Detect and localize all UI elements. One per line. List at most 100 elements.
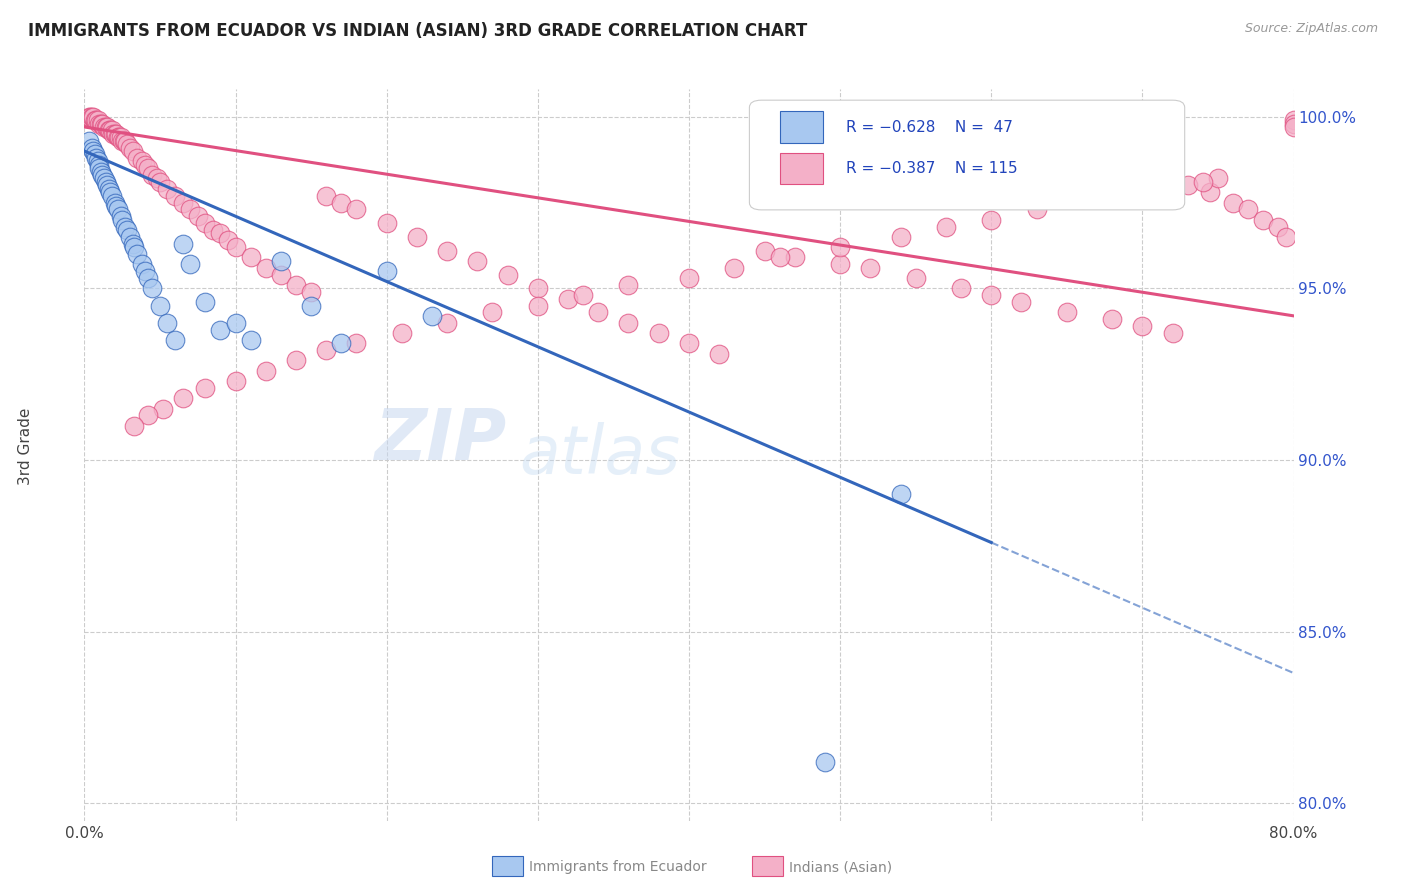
Point — [86, 113, 108, 128]
Point — [239, 333, 262, 347]
Point — [111, 134, 134, 148]
Point — [141, 281, 163, 295]
Point — [209, 322, 232, 336]
Text: 3rd Grade: 3rd Grade — [18, 408, 32, 484]
Point — [93, 171, 115, 186]
Point — [82, 144, 104, 158]
Point — [1275, 230, 1298, 244]
Point — [82, 110, 104, 124]
Point — [1010, 295, 1032, 310]
Point — [136, 161, 159, 176]
Text: R = −0.628    N =  47: R = −0.628 N = 47 — [846, 120, 1012, 136]
Point — [115, 223, 138, 237]
Point — [1206, 171, 1229, 186]
Point — [110, 130, 132, 145]
Point — [436, 244, 458, 258]
Point — [89, 161, 111, 176]
Point — [254, 260, 277, 275]
Point — [814, 756, 837, 770]
Point — [1282, 120, 1305, 134]
Point — [79, 110, 101, 124]
Point — [84, 147, 107, 161]
Point — [172, 391, 194, 405]
Text: IMMIGRANTS FROM ECUADOR VS INDIAN (ASIAN) 3RD GRADE CORRELATION CHART: IMMIGRANTS FROM ECUADOR VS INDIAN (ASIAN… — [28, 22, 807, 40]
Point — [225, 374, 247, 388]
Point — [830, 240, 852, 254]
Point — [98, 185, 121, 199]
Point — [134, 264, 156, 278]
Point — [146, 171, 169, 186]
Point — [96, 120, 118, 134]
Point — [617, 316, 640, 330]
Point — [1282, 116, 1305, 130]
Point — [391, 326, 413, 340]
Point — [420, 309, 443, 323]
Point — [526, 299, 548, 313]
Point — [315, 343, 337, 358]
Bar — [780, 153, 823, 185]
Point — [225, 240, 247, 254]
Point — [127, 151, 149, 165]
Point — [93, 120, 115, 134]
Point — [96, 178, 118, 193]
Point — [107, 130, 129, 145]
Point — [1101, 312, 1123, 326]
Point — [1025, 202, 1047, 217]
Point — [105, 199, 128, 213]
Point — [209, 227, 232, 241]
Point — [330, 336, 353, 351]
Point — [172, 195, 194, 210]
Point — [91, 168, 114, 182]
Point — [299, 299, 322, 313]
Point — [163, 188, 186, 202]
Point — [217, 233, 239, 247]
Point — [100, 188, 122, 202]
Point — [1177, 178, 1199, 193]
Point — [1161, 326, 1184, 340]
Point — [1071, 192, 1094, 206]
Point — [783, 251, 806, 265]
Point — [87, 113, 110, 128]
Point — [830, 257, 852, 271]
Point — [89, 158, 111, 172]
Text: R = −0.387    N = 115: R = −0.387 N = 115 — [846, 161, 1018, 176]
Point — [122, 418, 145, 433]
Point — [201, 223, 224, 237]
Point — [239, 251, 262, 265]
Point — [101, 127, 124, 141]
Text: Indians (Asian): Indians (Asian) — [789, 860, 891, 874]
Point — [98, 123, 121, 137]
Text: Source: ZipAtlas.com: Source: ZipAtlas.com — [1244, 22, 1378, 36]
Text: Immigrants from Ecuador: Immigrants from Ecuador — [529, 860, 706, 874]
Point — [80, 110, 103, 124]
Point — [114, 219, 136, 234]
Point — [89, 116, 111, 130]
Point — [194, 295, 217, 310]
Point — [112, 134, 135, 148]
Point — [557, 292, 579, 306]
Point — [87, 154, 110, 169]
Point — [115, 137, 138, 152]
Point — [149, 299, 172, 313]
Point — [118, 140, 141, 154]
Point — [179, 202, 201, 217]
Point — [94, 120, 117, 134]
Point — [678, 336, 700, 351]
Point — [1130, 319, 1153, 334]
Point — [194, 216, 217, 230]
Point — [97, 123, 120, 137]
Point — [122, 240, 145, 254]
Point — [104, 127, 127, 141]
Point — [1191, 175, 1213, 189]
Point — [94, 175, 117, 189]
Point — [118, 230, 141, 244]
Point — [110, 209, 132, 223]
Point — [436, 316, 458, 330]
Point — [1282, 113, 1305, 128]
Point — [935, 219, 957, 234]
Point — [1237, 202, 1260, 217]
Point — [1222, 195, 1244, 210]
Point — [346, 202, 368, 217]
Text: ZIP: ZIP — [375, 406, 508, 475]
Point — [1251, 212, 1274, 227]
